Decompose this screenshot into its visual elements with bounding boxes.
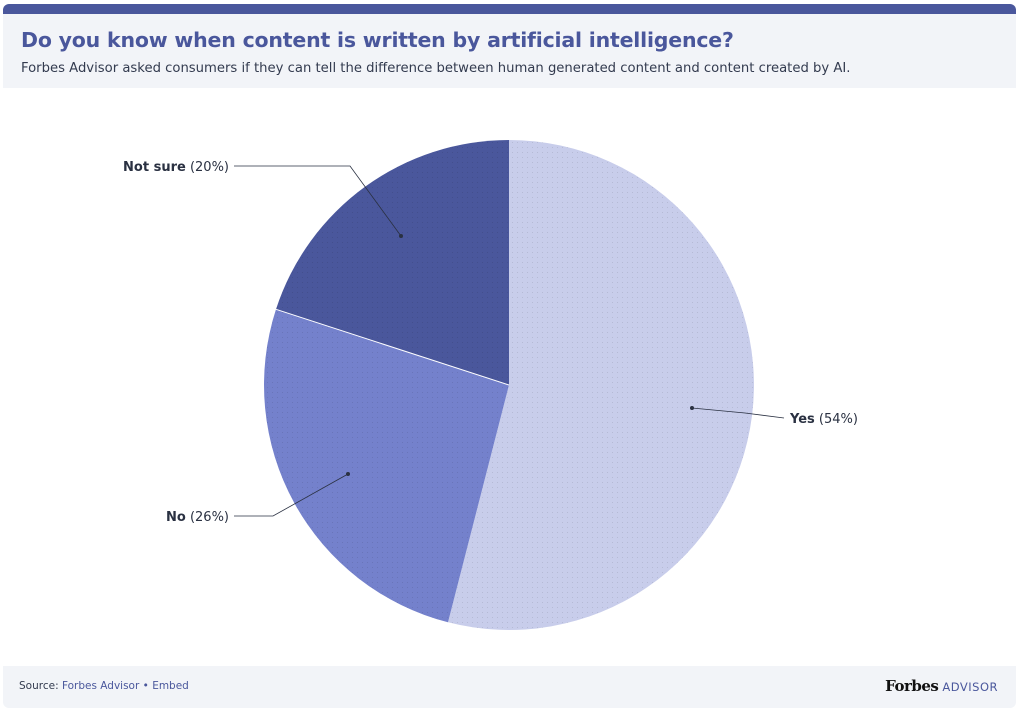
pie-chart: Not sure (20%) Yes (54%) No (26%) [123, 140, 858, 630]
label-no-name: No [166, 510, 186, 525]
pie-slice-yes[interactable] [448, 140, 754, 630]
pie-slice-no[interactable] [264, 309, 509, 623]
svg-text:Yes (54%): Yes (54%) [789, 412, 858, 427]
chart-title: Do you know when content is written by a… [21, 28, 734, 52]
brand-name: Forbes [885, 677, 939, 695]
label-yes-name: Yes [789, 412, 815, 427]
forbes-advisor-logo: Forbes ADVISOR [885, 676, 998, 695]
source-label: Source: [19, 680, 62, 692]
pie-slice-not-sure[interactable] [276, 140, 509, 385]
callout-not-sure: Not sure (20%) [123, 160, 403, 238]
svg-text:No (26%): No (26%) [166, 510, 229, 525]
callout-yes: Yes (54%) [690, 406, 858, 427]
label-yes-value: (54%) [815, 412, 858, 427]
embed-link[interactable]: Embed [152, 680, 189, 692]
label-no-value: (26%) [186, 510, 229, 525]
brand-suffix: ADVISOR [942, 680, 998, 694]
slice-divider [275, 308, 510, 386]
chart-subtitle: Forbes Advisor asked consumers if they c… [21, 61, 851, 76]
callout-no: No (26%) [166, 472, 350, 525]
label-not-sure-value: (20%) [186, 160, 229, 175]
label-not-sure-name: Not sure [123, 160, 186, 175]
top-accent-bar [3, 4, 1016, 14]
chart-header: Do you know when content is written by a… [3, 14, 1016, 88]
separator: • [139, 680, 153, 692]
source-link[interactable]: Forbes Advisor [61, 680, 140, 692]
svg-text:Not sure (20%): Not sure (20%) [123, 160, 229, 175]
chart-footer: Source: Forbes Advisor • Embed Forbes ADV… [3, 666, 1016, 708]
source-line: Source: Forbes Advisor • Embed [19, 680, 189, 692]
